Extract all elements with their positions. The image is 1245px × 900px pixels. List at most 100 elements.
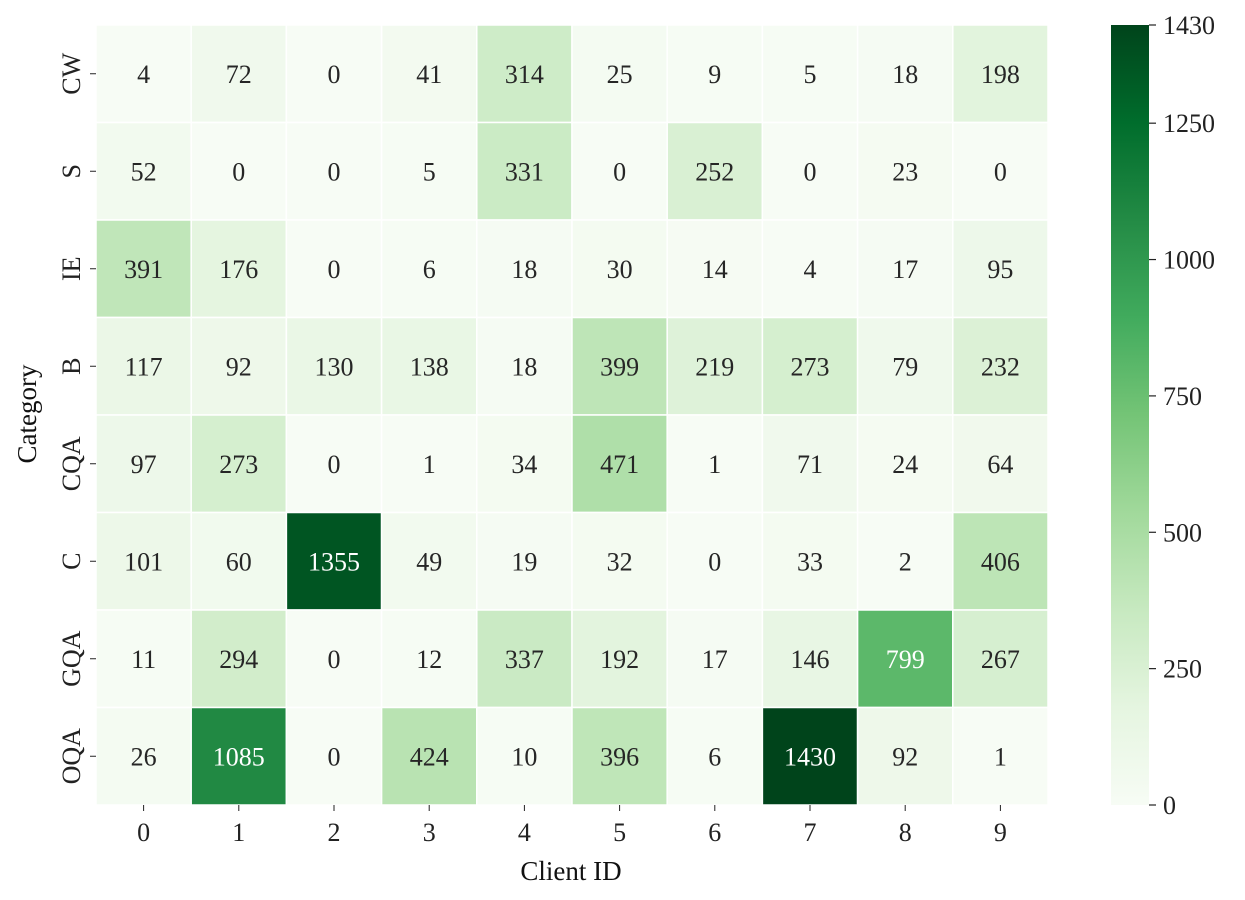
heatmap-cell-label: 24 [892,450,918,479]
heatmap-cell [571,316,668,416]
heatmap-cell-label: 176 [219,255,258,284]
x-axis-title: Client ID [520,856,621,886]
heatmap-cell-label: 25 [607,60,633,89]
colorbar-tick-label: 0 [1163,791,1176,820]
heatmap-cell-label: 0 [328,645,341,674]
heatmap-cell-label: 391 [124,255,163,284]
heatmap-cell [952,609,1049,709]
heatmap-cell-label: 2 [899,547,912,576]
heatmap-cell [380,609,478,709]
heatmap-cell [190,24,288,124]
heatmap-cells [95,24,1049,806]
heatmap-cell [285,219,383,319]
heatmap-cell [666,219,764,319]
y-tick-label: B [57,358,86,375]
heatmap-cell-label: 331 [505,157,544,186]
heatmap-cell-label: 52 [131,157,157,186]
heatmap-cell [571,609,668,709]
heatmap-cell-label: 6 [708,742,721,771]
x-tick-label: 4 [518,818,531,847]
colorbar-ticks: 0 250 500 750 1000 1250 1430 [1149,11,1215,820]
colorbar-tick-label: 1430 [1163,11,1215,40]
heatmap-cell [952,706,1049,806]
heatmap-cell-label: 26 [131,742,157,771]
heatmap-cell-label: 60 [226,547,252,576]
x-tick-label: 9 [994,818,1007,847]
heatmap-cell [380,706,478,806]
heatmap-cell-label: 71 [797,450,823,479]
heatmap-cell [476,706,573,806]
heatmap-cell [761,316,859,416]
heatmap-cell [856,414,954,514]
heatmap-cell-label: 0 [613,157,626,186]
heatmap-cell-label: 33 [797,547,823,576]
y-tick-label: CW [57,52,86,94]
heatmap-cell-label: 64 [987,450,1013,479]
heatmap-cell-label: 0 [328,742,341,771]
x-tick-label: 0 [137,818,150,847]
heatmap-cell [285,511,383,611]
heatmap-cell [666,609,764,709]
heatmap-cell-label: 18 [511,352,537,381]
heatmap-cell [285,414,383,514]
y-tick-label: C [57,553,86,570]
heatmap-cell [476,414,573,514]
heatmap-cell-label: 471 [600,450,639,479]
heatmap-cell-label: 399 [600,352,639,381]
heatmap-cell [285,706,383,806]
heatmap-cell [95,609,192,709]
heatmap-cell-label: 799 [886,645,925,674]
heatmap-cell [856,121,954,221]
y-tick-label: S [57,164,86,178]
heatmap-cell-label: 1 [423,450,436,479]
heatmap-cell-label: 117 [125,352,163,381]
heatmap-cell [571,511,668,611]
heatmap-cell-label: 232 [981,352,1020,381]
heatmap-cell-label: 92 [226,352,252,381]
heatmap-cell-label: 79 [892,352,918,381]
heatmap-cell-label: 6 [423,255,436,284]
heatmap-cell-label: 0 [232,157,245,186]
heatmap-cell-label: 10 [511,742,537,771]
heatmap-cell [476,511,573,611]
heatmap-cell-label: 0 [328,255,341,284]
heatmap-cell [666,121,764,221]
heatmap-cell [95,219,192,319]
heatmap-cell-label: 95 [987,255,1013,284]
heatmap-cell-label: 9 [708,60,721,89]
heatmap-cell [476,219,573,319]
heatmap-cell-label: 424 [410,742,449,771]
x-tick-label: 1 [232,818,245,847]
heatmap-cell [952,24,1049,124]
heatmap-cell [761,609,859,709]
heatmap-cell-label: 0 [994,157,1007,186]
x-tick-label: 6 [708,818,721,847]
heatmap-cell-label: 101 [124,547,163,576]
heatmap-cell [856,706,954,806]
heatmap-cell-label: 252 [695,157,734,186]
heatmap-cell [666,316,764,416]
heatmap-cell-label: 17 [702,645,728,674]
heatmap-cell [761,414,859,514]
heatmap-cell [190,706,288,806]
x-tick-label: 7 [804,818,817,847]
heatmap-cell [952,121,1049,221]
heatmap-cell [761,219,859,319]
colorbar-tick-label: 750 [1163,382,1202,411]
heatmap-cell-label: 18 [511,255,537,284]
heatmap-cell-label: 4 [804,255,817,284]
heatmap-cell [952,414,1049,514]
heatmap-cell [380,24,478,124]
heatmap-cell [380,511,478,611]
heatmap-cell-label: 72 [226,60,252,89]
y-tick-label: GQA [57,630,86,687]
x-tick-label: 5 [613,818,626,847]
heatmap-cell-label: 17 [892,255,918,284]
y-tick-label: CQA [57,436,86,491]
heatmap-cell [666,706,764,806]
colorbar-tick-label: 1250 [1163,109,1215,138]
heatmap-cell-label: 0 [804,157,817,186]
heatmap-cell-label: 273 [791,352,830,381]
